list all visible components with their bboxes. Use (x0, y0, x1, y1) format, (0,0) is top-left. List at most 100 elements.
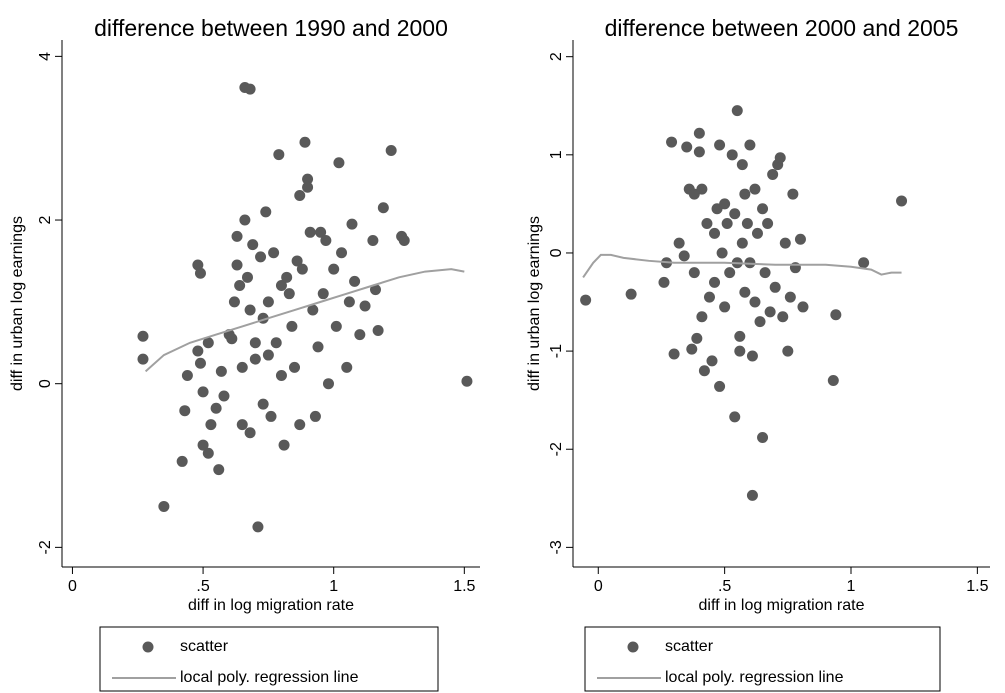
point (779, 237, 791, 249)
point (281, 271, 293, 283)
point (289, 361, 301, 373)
point (709, 227, 721, 239)
point (244, 427, 256, 439)
point (354, 329, 366, 341)
point (202, 337, 214, 349)
point (312, 341, 324, 353)
y-axis-label: diff in urban log earnings (526, 216, 543, 391)
point (777, 311, 789, 323)
point (194, 267, 206, 279)
point (686, 343, 698, 355)
point (741, 218, 753, 230)
point (179, 405, 191, 417)
point (241, 271, 253, 283)
point (234, 279, 246, 291)
legend-label: local poly. regression line (180, 669, 359, 686)
point (729, 208, 741, 220)
x-tick-label: 0 (68, 578, 77, 595)
point (658, 276, 670, 288)
point (385, 144, 397, 156)
point (701, 218, 713, 230)
x-tick-label: 1 (847, 578, 856, 595)
point (307, 304, 319, 316)
point (322, 378, 334, 390)
point (304, 226, 316, 238)
point (749, 296, 761, 308)
point (767, 168, 779, 180)
point (294, 189, 306, 201)
point (734, 330, 746, 342)
point (302, 181, 314, 193)
point (762, 218, 774, 230)
point (317, 288, 329, 300)
point (784, 291, 796, 303)
point (252, 521, 264, 533)
regression-line (582, 253, 902, 279)
point (719, 301, 731, 313)
point (194, 357, 206, 369)
legend-marker (627, 641, 639, 653)
point (757, 203, 769, 215)
point (739, 286, 751, 298)
point (759, 267, 771, 279)
point (729, 411, 741, 423)
point (244, 304, 256, 316)
point (346, 218, 358, 230)
point (764, 306, 776, 318)
point (797, 301, 809, 313)
point (286, 320, 298, 332)
point (255, 251, 267, 263)
point (734, 345, 746, 357)
point (349, 275, 361, 287)
point (210, 402, 222, 414)
point (215, 365, 227, 377)
y-tick-label: -3 (548, 540, 565, 554)
point (746, 350, 758, 362)
point (681, 141, 693, 153)
point (226, 333, 238, 345)
legend (99, 626, 439, 692)
point (236, 419, 248, 431)
point (746, 489, 758, 501)
point (275, 370, 287, 382)
legend-label: scatter (665, 638, 714, 655)
point (330, 320, 342, 332)
point (693, 146, 705, 158)
point (744, 139, 756, 151)
point (736, 159, 748, 171)
point (782, 345, 794, 357)
point (751, 227, 763, 239)
point (691, 332, 703, 344)
point (794, 233, 806, 245)
point (719, 198, 731, 210)
y-tick-label: -1 (548, 344, 565, 358)
y-tick-label: -2 (548, 442, 565, 456)
point (249, 337, 261, 349)
point (625, 288, 637, 300)
point (696, 311, 708, 323)
y-tick-label: 2 (548, 52, 565, 61)
point (714, 139, 726, 151)
point (716, 247, 728, 259)
point (714, 380, 726, 392)
x-tick-label: 1.5 (966, 578, 988, 595)
chart-title: difference between 1990 and 2000 (94, 15, 448, 41)
point (228, 296, 240, 308)
chart-title: difference between 2000 and 2005 (605, 15, 959, 41)
point (706, 355, 718, 367)
point (239, 214, 251, 226)
point (247, 239, 259, 251)
point (359, 300, 371, 312)
point (736, 237, 748, 249)
point (249, 353, 261, 365)
point (370, 284, 381, 296)
point (774, 152, 786, 164)
point (315, 226, 327, 238)
point (137, 353, 149, 365)
point (896, 195, 908, 207)
point (236, 361, 248, 373)
point (302, 173, 314, 185)
point (336, 247, 348, 259)
point (197, 386, 209, 398)
